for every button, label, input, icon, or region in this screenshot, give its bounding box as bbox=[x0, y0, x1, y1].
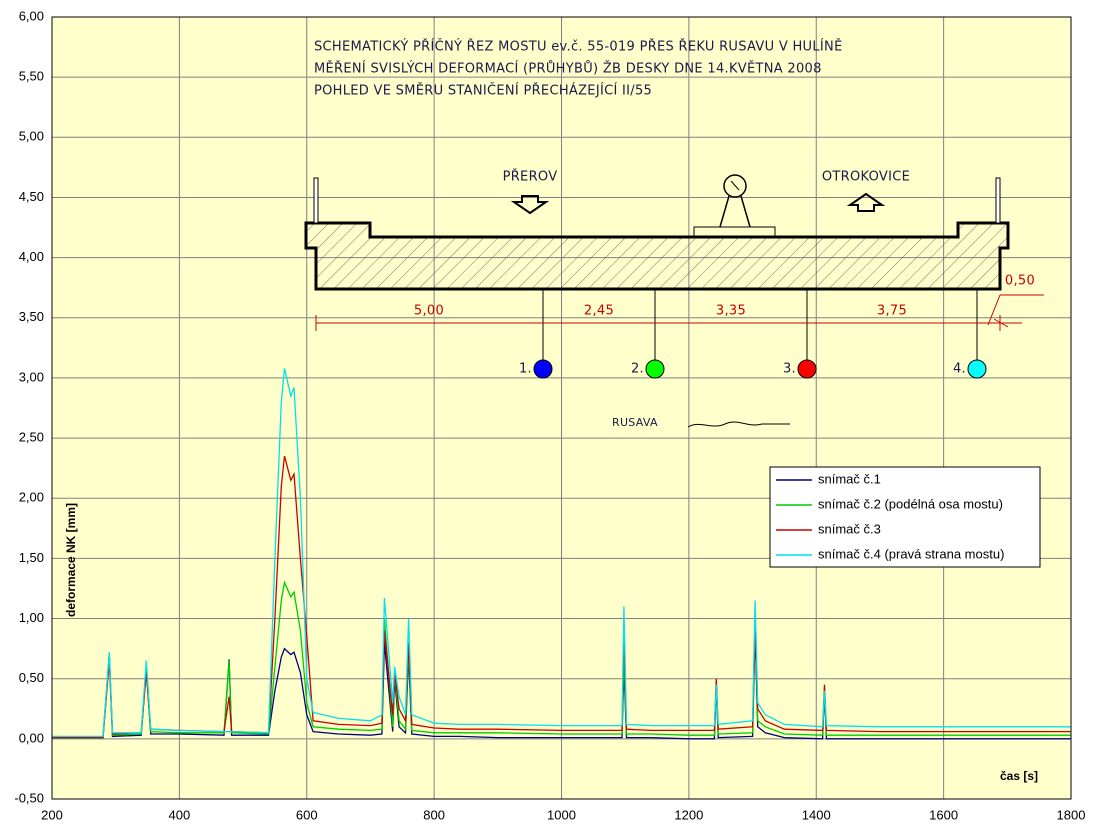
title-line: SCHEMATICKÝ PŘÍČNÝ ŘEZ MOSTU ev.č. 55-01… bbox=[314, 39, 843, 55]
sensor-label: 4. bbox=[953, 362, 966, 377]
legend-label: snímač č.3 bbox=[818, 521, 881, 536]
sensor-label: 1. bbox=[519, 362, 532, 377]
x-tick-label: 1200 bbox=[674, 807, 703, 822]
sensor-label: 3. bbox=[783, 362, 796, 377]
direction-label: OTROKOVICE bbox=[822, 170, 910, 185]
plot-border bbox=[51, 16, 1072, 800]
dimension-label: 3,35 bbox=[716, 304, 746, 319]
legend-box bbox=[769, 466, 1041, 568]
legend-label: snímač č.1 bbox=[818, 471, 881, 486]
y-tick-label: 2,00 bbox=[19, 490, 44, 505]
x-tick-label: 600 bbox=[296, 807, 318, 822]
sensor-label: 2. bbox=[631, 362, 644, 377]
y-tick-label: 5,00 bbox=[19, 129, 44, 144]
x-tick-label: 1800 bbox=[1057, 807, 1086, 822]
x-tick-label: 200 bbox=[41, 807, 63, 822]
legend: snímač č.1 snímač č.2 (podélná osa mostu)… bbox=[769, 466, 1041, 568]
legend-label: snímač č.2 (podélná osa mostu) bbox=[818, 496, 1003, 511]
y-tick-label: 1,50 bbox=[19, 550, 44, 565]
series-line bbox=[52, 368, 1071, 738]
dimension-label: 0,50 bbox=[1005, 274, 1035, 289]
direction-label: PŘEROV bbox=[503, 169, 558, 185]
y-tick-label: 3,50 bbox=[19, 309, 44, 324]
series-lines bbox=[52, 368, 1071, 740]
y-tick-label: 2,50 bbox=[19, 430, 44, 445]
y-tick-label: 5,50 bbox=[19, 69, 44, 84]
x-tick-label: 1000 bbox=[547, 807, 576, 822]
river-label: RUSAVA bbox=[612, 416, 658, 429]
legend-label: snímač č.4 (pravá strana mostu) bbox=[818, 546, 1004, 561]
title-line: MĚŘENÍ SVISLÝCH DEFORMACÍ (PRŮHYBŮ) ŽB D… bbox=[314, 61, 822, 77]
title-line: POHLED VE SMĚRU STANIČENÍ PŘECHÁZEJÍCÍ I… bbox=[314, 83, 652, 99]
y-tick-label: 0,00 bbox=[19, 730, 44, 745]
y-tick-label: 4,50 bbox=[19, 189, 44, 204]
x-tick-label: 1400 bbox=[802, 807, 831, 822]
y-tick-label: -0,50 bbox=[14, 790, 44, 805]
series-line bbox=[52, 455, 1071, 739]
x-tick-label: 400 bbox=[169, 807, 191, 822]
series-line bbox=[52, 580, 1071, 739]
dimension-label: 5,00 bbox=[414, 304, 444, 319]
y-axis-label: deformace NK [mm] bbox=[64, 503, 78, 617]
dimension-label: 3,75 bbox=[877, 304, 907, 319]
x-tick-label: 800 bbox=[423, 807, 445, 822]
y-tick-label: 6,00 bbox=[19, 8, 44, 23]
y-tick-label: 3,00 bbox=[19, 369, 44, 384]
x-tick-label: 1600 bbox=[929, 807, 958, 822]
bridge-diagram bbox=[304, 174, 1044, 428]
x-axis-label: čas [s] bbox=[1000, 769, 1038, 783]
y-tick-label: 4,00 bbox=[19, 249, 44, 264]
y-tick-label: 0,50 bbox=[19, 670, 44, 685]
y-tick-label: 1,00 bbox=[19, 610, 44, 625]
dimension-label: 2,45 bbox=[584, 304, 614, 319]
